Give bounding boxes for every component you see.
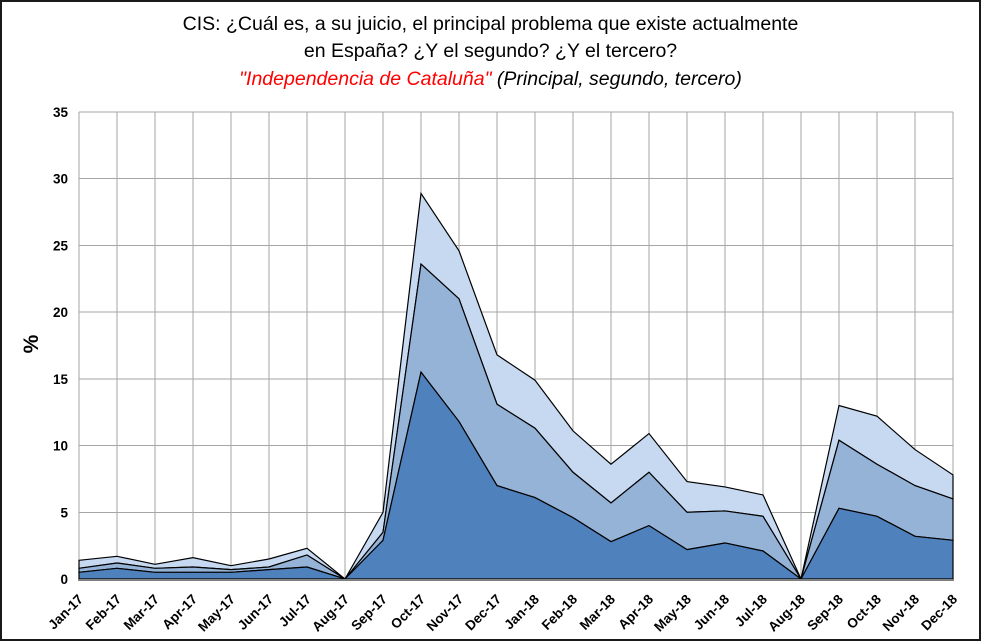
x-tick-label: Jan-18 — [501, 591, 542, 632]
subtitle-series-name: "Independencia de Cataluña" — [239, 68, 497, 90]
x-tick-label: Jan-17 — [45, 592, 86, 633]
y-tick-label: 20 — [53, 305, 68, 320]
y-tick-label: 35 — [53, 105, 69, 120]
x-tick-label: Feb-18 — [539, 591, 581, 633]
x-tick-label: Sep-17 — [348, 592, 390, 634]
x-tick-label: Oct-17 — [388, 592, 428, 632]
y-tick-label: 5 — [60, 505, 68, 520]
y-tick-label: 10 — [53, 439, 68, 454]
x-tick-label: May-18 — [651, 591, 694, 634]
x-tick-label: Aug-17 — [309, 592, 352, 635]
x-tick-label: Feb-17 — [83, 592, 124, 633]
x-tick-label: Nov-17 — [424, 592, 466, 634]
x-tick-label: Dec-17 — [462, 592, 504, 634]
y-tick-label: 15 — [53, 372, 69, 387]
x-tick-label: Jun-17 — [235, 592, 276, 633]
y-tick-label: 25 — [53, 238, 69, 253]
x-tick-label: Dec-18 — [918, 591, 960, 633]
x-tick-label: Apr-17 — [159, 592, 200, 633]
chart-subtitle: "Independencia de Cataluña" (Principal, … — [2, 65, 979, 93]
chart-title-line2: en España? ¿Y el segundo? ¿Y el tercero? — [303, 40, 678, 62]
x-tick-label: May-17 — [195, 592, 238, 635]
y-tick-label: 30 — [53, 172, 68, 187]
x-tick-label: Oct-18 — [844, 591, 885, 632]
title-block: CIS: ¿Cuál es, a su juicio, el principal… — [2, 11, 979, 93]
x-tick-label: Jun-18 — [691, 591, 733, 633]
chart-title-line1: CIS: ¿Cuál es, a su juicio, el principal… — [182, 13, 799, 35]
x-tick-label: Mar-17 — [121, 592, 162, 633]
y-tick-label: 0 — [60, 572, 68, 587]
subtitle-series-breakdown: (Principal, segundo, tercero) — [496, 68, 742, 90]
x-tick-label: Aug-18 — [765, 591, 808, 634]
x-tick-label: Nov-18 — [880, 591, 923, 634]
x-tick-label: Apr-18 — [615, 591, 656, 632]
x-tick-label: Mar-18 — [577, 591, 619, 633]
x-tick-label: Sep-18 — [804, 591, 846, 633]
